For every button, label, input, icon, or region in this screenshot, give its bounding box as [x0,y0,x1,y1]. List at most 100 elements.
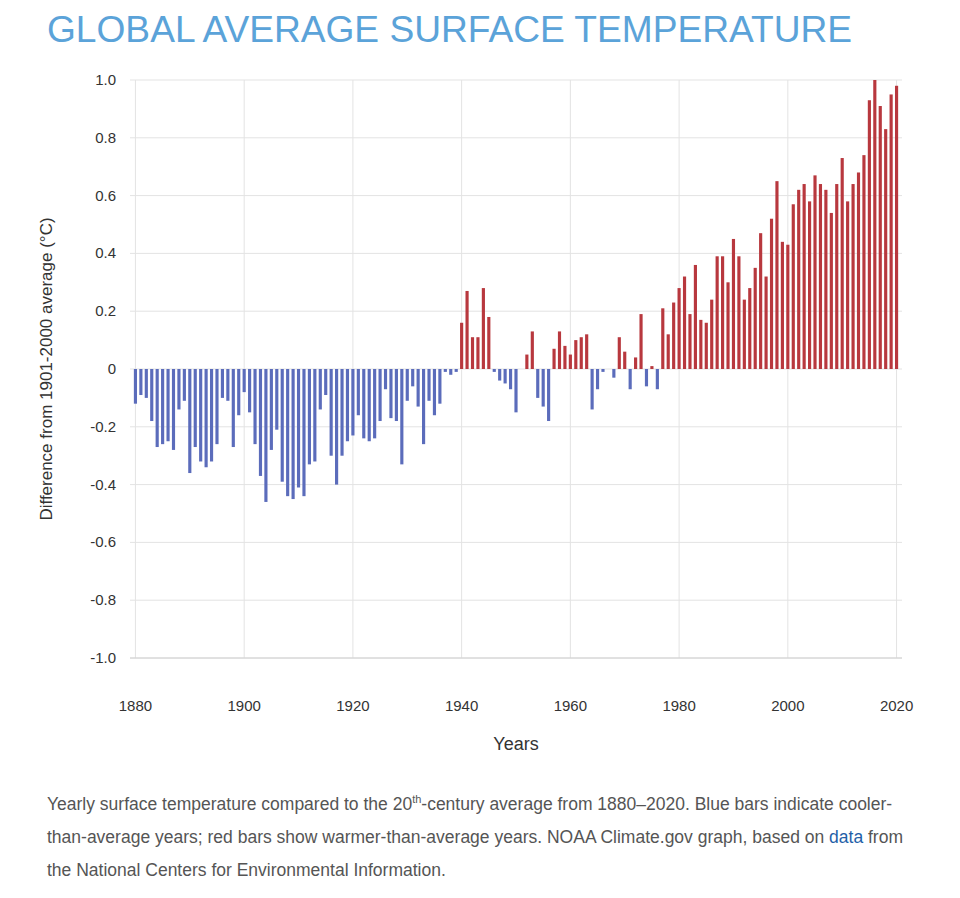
bar [145,369,148,398]
bar [536,369,539,398]
x-tick-label: 2020 [880,697,913,714]
bar [819,184,822,369]
bar [210,369,213,461]
bar [384,369,387,389]
bar [362,369,365,438]
grid-line [130,253,902,254]
grid-line [130,137,902,138]
bar [417,369,420,407]
bar [319,369,322,409]
bar [623,352,626,369]
bar [591,369,594,409]
bar [672,303,675,369]
y-tick-label: -0.4 [90,476,116,493]
bar [308,369,311,464]
bar [335,369,338,485]
bars [134,80,898,502]
bar [427,369,430,401]
y-axis-label: Difference from 1901-2000 average (°C) [37,217,56,520]
bar [607,369,610,370]
bar [542,369,545,407]
bar [433,369,436,415]
bar [411,369,414,386]
caption: Yearly surface temperature compared to t… [47,788,927,887]
y-tick-label: 0.4 [95,244,116,261]
bar [194,369,197,447]
bar [259,369,262,476]
bar [552,349,555,369]
grid-line [130,542,902,543]
bar [286,369,289,496]
bar [716,256,719,369]
bar [710,300,713,369]
bar [455,369,458,372]
bar [330,369,333,456]
bar [596,369,599,389]
x-tick-label: 2000 [771,697,804,714]
caption-link[interactable]: data [829,827,863,847]
bar [743,300,746,369]
bar [699,320,702,369]
bar [694,265,697,369]
bar [476,337,479,369]
bar [395,369,398,421]
bar [487,317,490,369]
bar [438,369,441,404]
y-tick-label: -0.8 [90,591,116,608]
x-tick-label: 1900 [227,697,260,714]
bar [346,369,349,441]
bar [683,277,686,369]
bar [808,201,811,369]
bar [302,369,305,496]
chart: GLOBAL AVERAGE SURFACE TEMPERATURE-1.0-0… [0,0,960,780]
x-tick-label: 1980 [662,697,695,714]
bar [297,369,300,487]
bar [324,369,327,395]
bar [281,369,284,482]
bar [525,355,528,369]
bar [406,369,409,401]
bar [612,369,615,378]
bar [368,369,371,441]
bar [830,213,833,369]
bar [177,369,180,409]
bar [161,369,164,444]
y-tick-label: 0.6 [95,187,116,204]
x-tick-label: 1880 [119,697,152,714]
y-tick-label: 0 [108,360,116,377]
bar [705,323,708,369]
bar [732,239,735,369]
bar [264,369,267,502]
grid [130,80,902,658]
x-tick-label: 1960 [554,697,587,714]
grid-line [130,600,902,601]
bar [748,288,751,369]
bar [775,181,778,369]
grid-line [130,426,902,427]
y-tick-label: -0.6 [90,533,116,550]
bar [389,369,392,418]
bar [253,369,256,444]
y-tick-label: 1.0 [95,71,116,88]
caption-text: Yearly surface temperature compared to t… [47,794,412,814]
bar [531,331,534,369]
bar [879,106,882,369]
bar [629,369,632,389]
caption-superscript: th [412,793,421,805]
bar [618,337,621,369]
x-tick-label: 1940 [445,697,478,714]
bar [868,100,871,369]
bar [400,369,403,464]
bar [221,369,224,398]
bar [292,369,295,499]
bar [471,337,474,369]
bar [857,172,860,369]
bar [199,369,202,461]
bar [514,369,517,412]
bar [520,369,523,370]
grid-line [130,311,902,312]
bar [465,291,468,369]
bar [688,314,691,369]
bar [139,369,142,395]
bar [498,369,501,381]
